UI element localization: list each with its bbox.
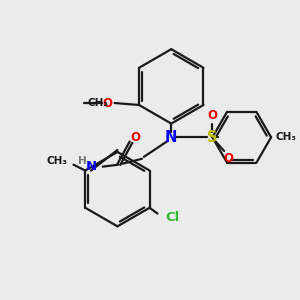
Text: N: N [86, 160, 97, 173]
Text: CH₃: CH₃ [46, 156, 68, 166]
Text: O: O [223, 152, 233, 165]
Text: N: N [165, 130, 178, 145]
Text: H: H [78, 156, 87, 166]
Text: Cl: Cl [165, 211, 180, 224]
Text: O: O [207, 109, 218, 122]
Text: S: S [207, 130, 217, 145]
Text: CH₃: CH₃ [276, 132, 297, 142]
Text: O: O [103, 97, 113, 110]
Text: CH₃: CH₃ [87, 98, 108, 108]
Text: O: O [130, 131, 140, 144]
